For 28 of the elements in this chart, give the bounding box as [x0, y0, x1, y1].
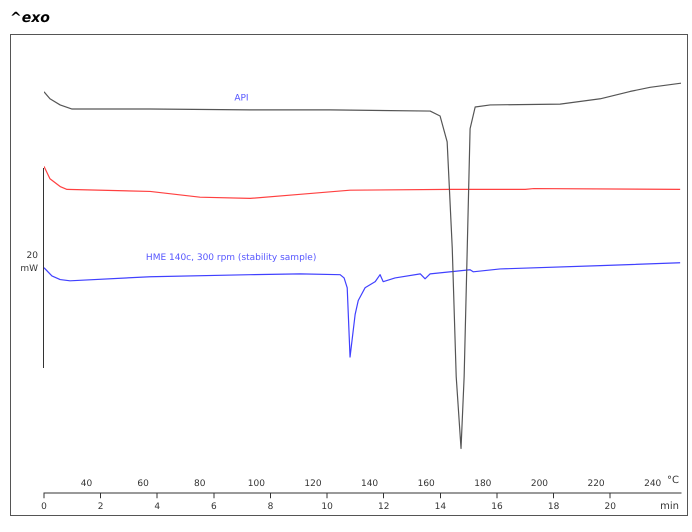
x-tick-label: 8 — [268, 502, 274, 512]
x2-tick-label: 40 — [80, 479, 92, 490]
x-tick-label: 12 — [378, 502, 390, 512]
x-axis-title: min — [660, 500, 679, 512]
x2-tick-label: 160 — [418, 479, 436, 490]
x-tick-label: 14 — [434, 502, 446, 512]
series-label: API — [234, 94, 249, 104]
x2-tick-label: 200 — [530, 479, 548, 490]
x-tick-label: 6 — [211, 502, 217, 512]
x2-tick-label: 240 — [644, 479, 662, 490]
x2-tick-label: 100 — [248, 479, 266, 490]
text: 20 mW — [19, 250, 38, 276]
x-tick-label: 16 — [491, 502, 503, 512]
x2-tick-label: 60 — [137, 479, 150, 490]
text: ^exo — [10, 10, 50, 26]
x2-axis-title: °C — [667, 474, 680, 486]
series-label: HME 140c, 300 rpm (stability sample) — [146, 253, 316, 264]
x2-tick-label: 180 — [474, 479, 492, 490]
x-tick-label: 4 — [154, 502, 160, 512]
x-tick-label: 10 — [321, 502, 334, 512]
x-tick-label: 18 — [548, 502, 560, 512]
x-tick-label: 0 — [41, 502, 48, 512]
x2-tick-label: 220 — [587, 479, 605, 490]
x2-tick-label: 80 — [194, 479, 206, 490]
x-tick-label: 20 — [604, 502, 616, 512]
x2-tick-label: 140 — [360, 479, 378, 490]
x2-tick-label: 120 — [304, 479, 322, 490]
x-tick-label: 2 — [98, 502, 104, 512]
